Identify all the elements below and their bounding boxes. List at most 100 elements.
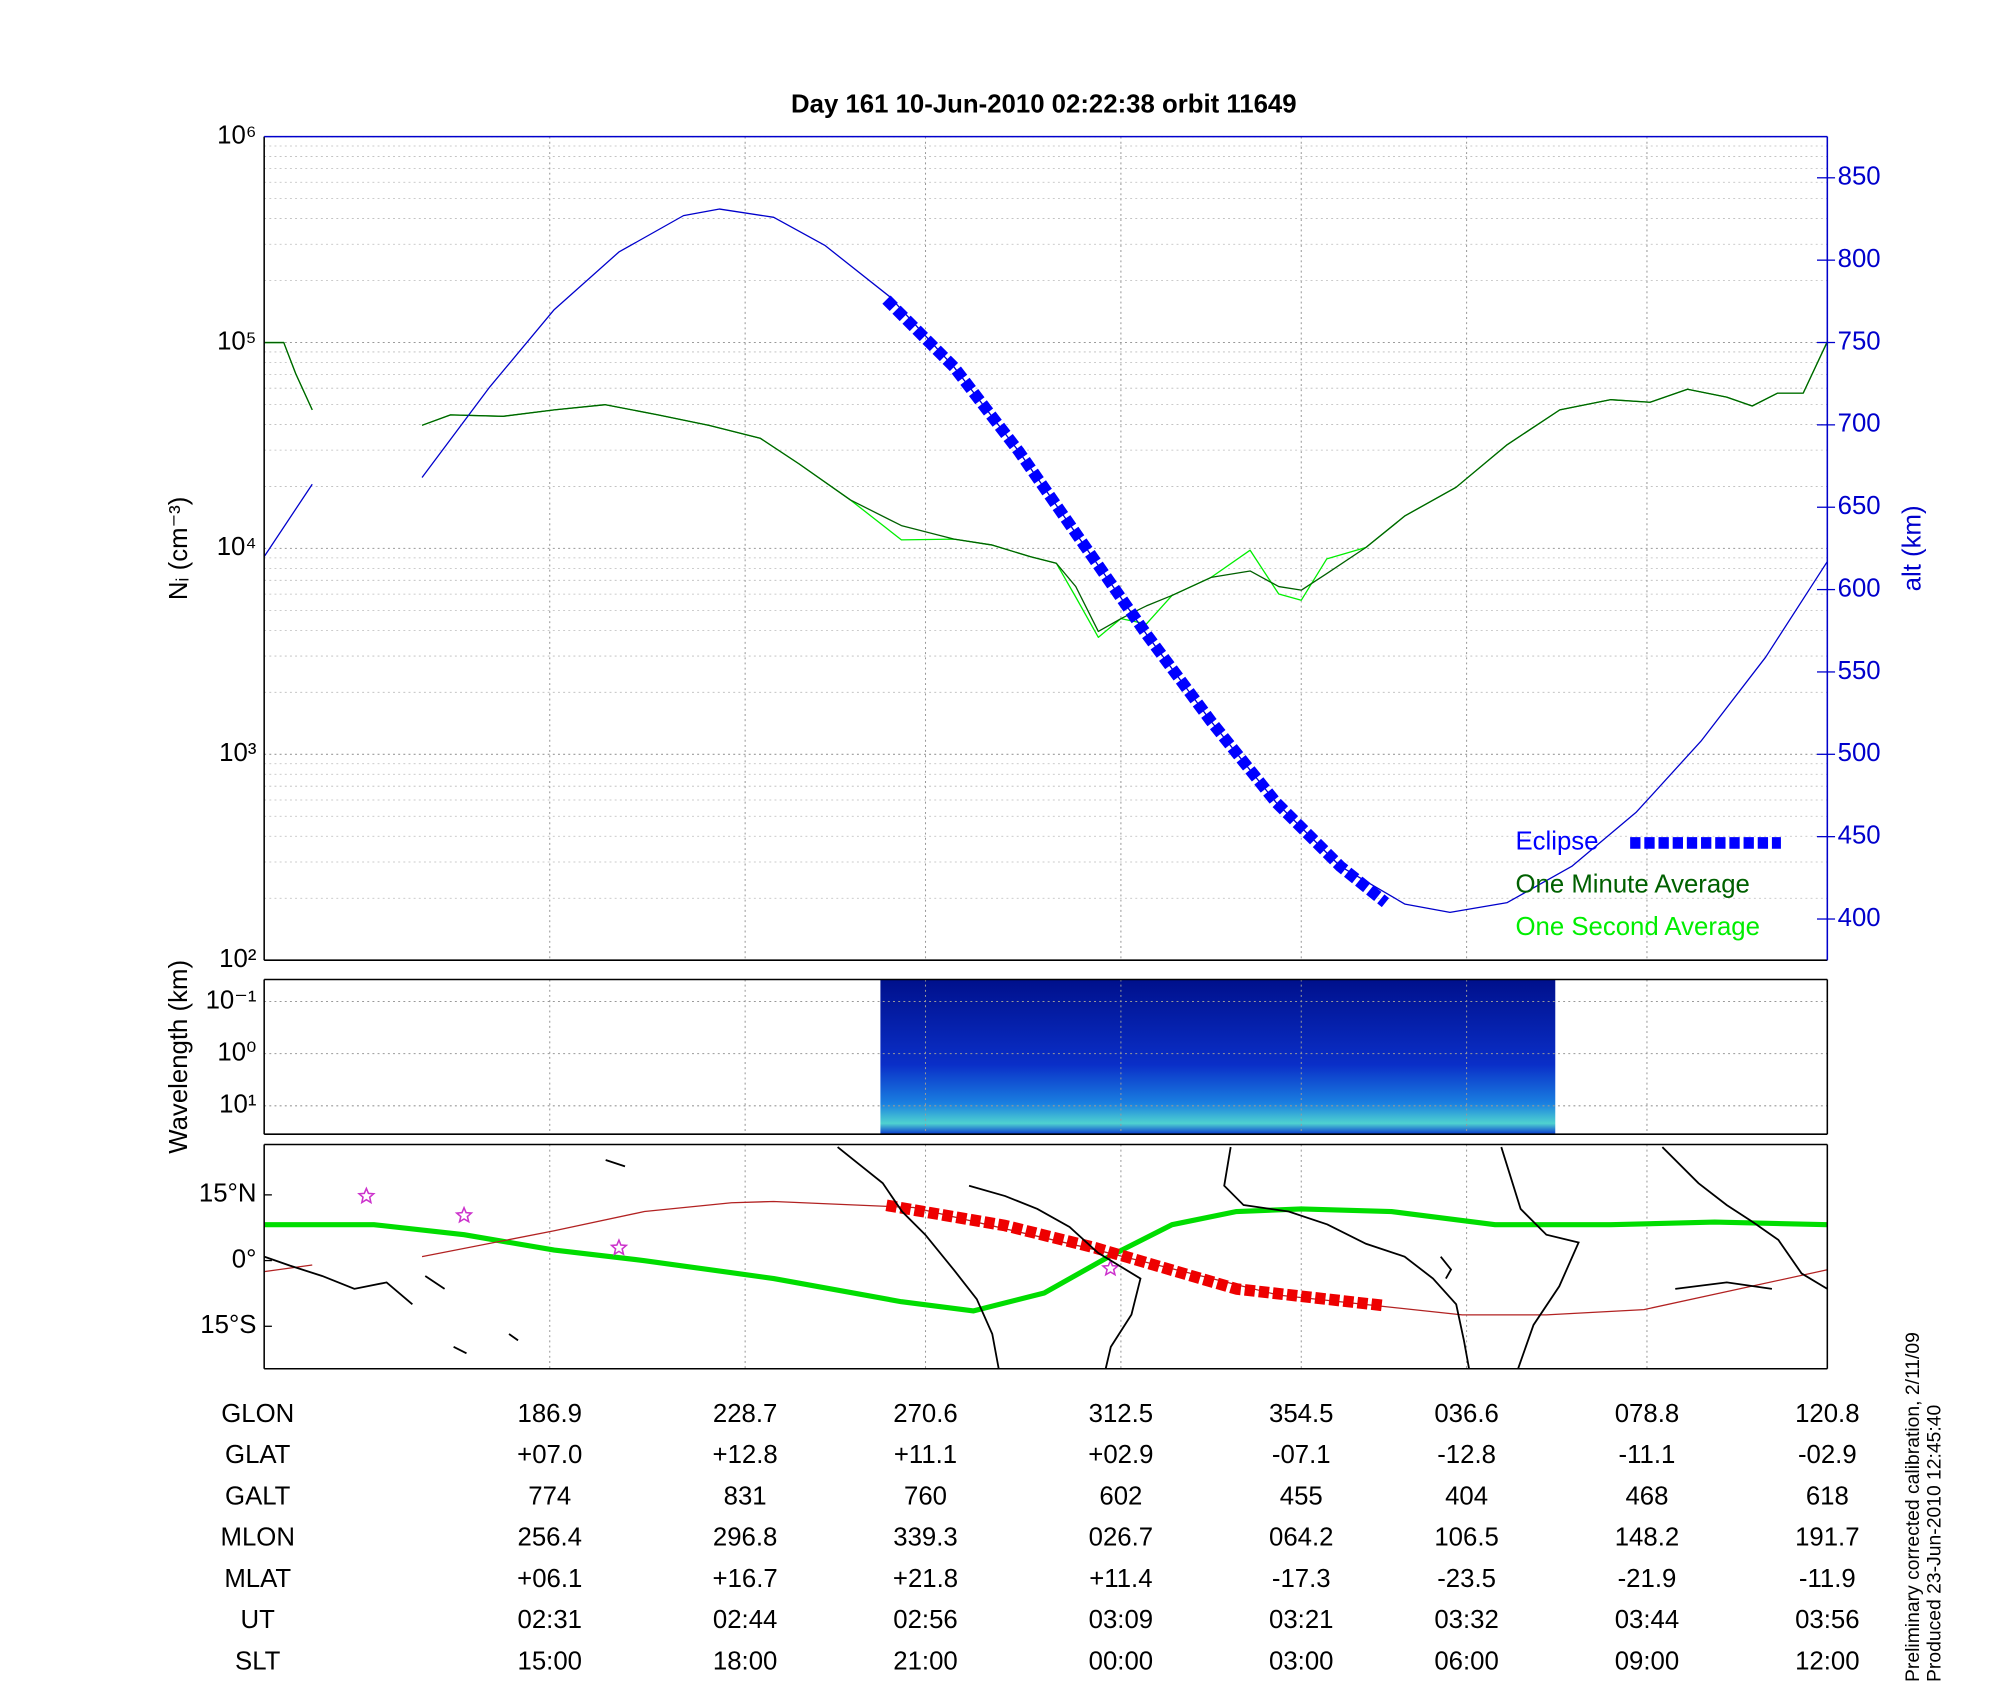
- footer-note: Produced 23-Jun-2010 12:45:40: [1925, 1405, 1946, 1682]
- y2-tick-label: 700: [1838, 410, 1881, 438]
- table-cell: 186.9: [518, 1400, 582, 1428]
- table-cell: 12:00: [1795, 1647, 1859, 1675]
- row-label: UT: [241, 1606, 276, 1634]
- legend-label: One Second Average: [1515, 913, 1759, 941]
- y2-tick-label: 850: [1838, 163, 1881, 191]
- table-cell: -21.9: [1618, 1565, 1677, 1593]
- table-cell: 06:00: [1434, 1647, 1498, 1675]
- coastlines: [263, 1146, 1828, 1370]
- y2-tick-label: 800: [1838, 245, 1881, 273]
- table-cell: 00:00: [1089, 1647, 1153, 1675]
- series-line: [882, 295, 1390, 908]
- y-tick-label: 10⁶: [217, 121, 256, 149]
- table-cell: 106.5: [1434, 1524, 1498, 1552]
- series-line: [264, 1206, 1828, 1314]
- table-cell: -23.5: [1437, 1565, 1496, 1593]
- table-cell: 296.8: [713, 1524, 777, 1552]
- table-cell: +11.1: [894, 1441, 957, 1469]
- legend-label: One Minute Average: [1515, 870, 1749, 898]
- y-tick-label: 10⁴: [217, 533, 257, 561]
- y2-tick-label: 500: [1838, 739, 1881, 767]
- table-cell: 312.5: [1089, 1400, 1153, 1428]
- y-tick-label: 15°S: [200, 1311, 256, 1339]
- star-marker: [357, 1186, 376, 1205]
- table-cell: 03:32: [1434, 1606, 1498, 1634]
- y-tick-label: 10⁵: [217, 327, 256, 355]
- y2-axis-label: alt (km): [1898, 505, 1926, 591]
- table-cell: 09:00: [1615, 1647, 1679, 1675]
- table-cell: +16.7: [713, 1565, 778, 1593]
- table-cell: +12.8: [713, 1441, 778, 1469]
- row-label: GLAT: [225, 1441, 291, 1469]
- table-cell: -07.1: [1272, 1441, 1331, 1469]
- table-cell: 455: [1280, 1482, 1323, 1510]
- table-cell: 03:56: [1795, 1606, 1859, 1634]
- y-tick-label: 10³: [219, 739, 257, 767]
- table-cell: +11.4: [1089, 1565, 1152, 1593]
- table-cell: 120.8: [1795, 1400, 1859, 1428]
- table-cell: -11.9: [1799, 1565, 1856, 1593]
- y2-tick-label: 600: [1838, 574, 1881, 602]
- table-cell: 03:44: [1615, 1606, 1679, 1634]
- y2-tick-label: 650: [1838, 492, 1881, 520]
- y-tick-label: 10⁻¹: [206, 986, 257, 1014]
- footer-note: Preliminary corrected calibration, 2/11/…: [1903, 1332, 1924, 1682]
- table-cell: 026.7: [1089, 1524, 1153, 1552]
- y-axis-label: Nᵢ (cm⁻³): [165, 497, 193, 601]
- table-cell: -02.9: [1798, 1441, 1857, 1469]
- table-cell: +02.9: [1088, 1441, 1153, 1469]
- row-label: GALT: [225, 1482, 291, 1510]
- star-marker: [454, 1205, 474, 1224]
- y-tick-label: 0°: [232, 1245, 257, 1273]
- row-label: MLAT: [224, 1565, 291, 1593]
- table-cell: 774: [528, 1482, 571, 1510]
- table-cell: 354.5: [1269, 1400, 1333, 1428]
- table-cell: 02:44: [713, 1606, 777, 1634]
- table-cell: +06.1: [517, 1565, 582, 1593]
- table-cell: -17.3: [1272, 1565, 1331, 1593]
- row-label: MLON: [221, 1524, 295, 1552]
- table-cell: 078.8: [1615, 1400, 1679, 1428]
- y2-tick-label: 450: [1838, 821, 1881, 849]
- row-label: GLON: [221, 1400, 294, 1428]
- table-cell: 468: [1625, 1482, 1668, 1510]
- chart-title: Day 161 10-Jun-2010 02:22:38 orbit 11649: [791, 90, 1297, 118]
- table-cell: 831: [724, 1482, 767, 1510]
- table-cell: 191.7: [1795, 1524, 1859, 1552]
- table-cell: 760: [904, 1482, 947, 1510]
- table-cell: 064.2: [1269, 1524, 1333, 1552]
- table-cell: 228.7: [713, 1400, 777, 1428]
- table-cell: 03:09: [1089, 1606, 1153, 1634]
- y2-tick-label: 550: [1838, 657, 1881, 685]
- series-line: [263, 208, 1828, 914]
- spectrogram-image: [880, 979, 1556, 1135]
- table-cell: 036.6: [1434, 1400, 1498, 1428]
- table-cell: 602: [1099, 1482, 1142, 1510]
- table-cell: 148.2: [1615, 1524, 1679, 1552]
- series-line: [885, 1199, 1387, 1312]
- table-cell: +07.0: [517, 1441, 582, 1469]
- star-marker: [1101, 1258, 1120, 1277]
- series-line: [264, 341, 1828, 633]
- table-cell: -11.1: [1619, 1441, 1676, 1469]
- table-cell: 02:56: [893, 1606, 957, 1634]
- table-cell: 02:31: [518, 1606, 582, 1634]
- table-cell: 339.3: [893, 1524, 957, 1552]
- y-tick-label: 10¹: [219, 1091, 257, 1119]
- table-cell: 404: [1445, 1482, 1488, 1510]
- y-tick-label: 10²: [219, 945, 257, 973]
- y2-tick-label: 750: [1838, 327, 1881, 355]
- row-label: SLT: [235, 1647, 281, 1675]
- table-cell: -12.8: [1437, 1441, 1496, 1469]
- table-cell: 618: [1806, 1482, 1849, 1510]
- table-cell: 03:21: [1269, 1606, 1333, 1634]
- y-tick-label: 10⁰: [217, 1038, 256, 1066]
- table-cell: 15:00: [518, 1647, 582, 1675]
- y2-tick-label: 400: [1838, 904, 1881, 932]
- y-tick-label: 15°N: [199, 1180, 257, 1208]
- table-cell: 270.6: [893, 1400, 957, 1428]
- y-axis-label: Wavelength (km): [165, 960, 193, 1154]
- legend-label: Eclipse: [1515, 828, 1598, 856]
